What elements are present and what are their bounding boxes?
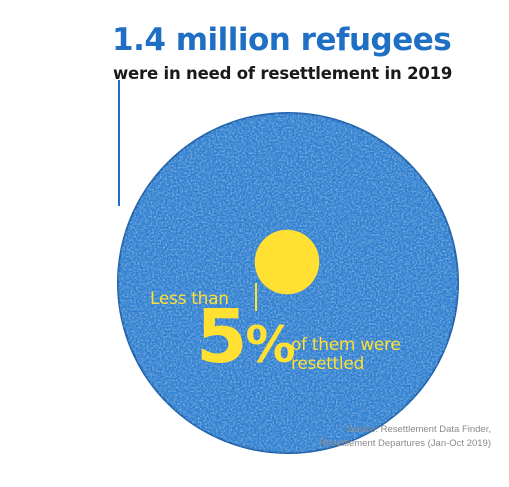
annotation-connector-line: [255, 283, 257, 311]
annotation-suffix: of them were resettled: [291, 336, 401, 374]
chart-title: 1.4 million refugees: [112, 22, 452, 58]
percent-value: 5%: [196, 300, 296, 374]
source-line-1: Source: Resettlement Data Finder,: [345, 424, 491, 435]
percent-sign: %: [245, 316, 296, 374]
title-pointer-line: [118, 80, 120, 206]
annotation-prefix: Less than: [150, 289, 229, 309]
chart-subtitle: were in need of resettlement in 2019: [113, 64, 453, 83]
resettled-share-circle: [254, 229, 320, 295]
percent-number: 5: [196, 294, 247, 380]
annotation-suffix-line-1: of them were: [291, 335, 401, 355]
source-note: Source: Resettlement Data Finder, Resett…: [319, 423, 491, 451]
source-line-2: Resettlement Departures (Jan-Oct 2019): [319, 438, 491, 449]
annotation-suffix-line-2: resettled: [291, 354, 364, 374]
